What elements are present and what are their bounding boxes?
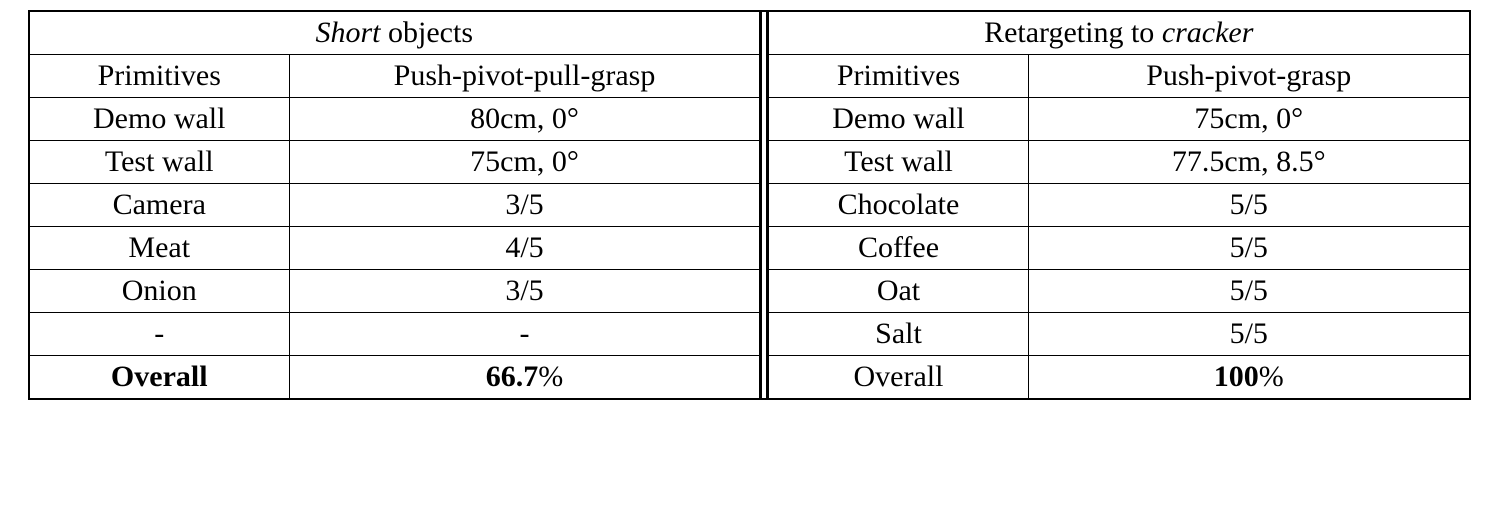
table-cell: Demo wall: [30, 98, 290, 141]
left-table: Short objects Primitives Push-pivot-pull…: [30, 12, 761, 398]
right-table: Retargeting to cracker Primitives Push-p…: [768, 12, 1469, 398]
table-cell: 5/5: [1029, 270, 1469, 313]
right-overall-pct: %: [1259, 360, 1284, 393]
right-overall-num: 100: [1214, 360, 1259, 393]
left-title: Short objects: [30, 12, 760, 55]
table-cell: -: [30, 313, 290, 356]
right-title: Retargeting to cracker: [769, 12, 1469, 55]
table-cell: Meat: [30, 227, 290, 270]
table-cell: Test wall: [769, 141, 1029, 184]
table-cell: 3/5: [290, 184, 760, 227]
table-cell: 80cm, 0°: [290, 98, 760, 141]
table-cell: 3/5: [290, 270, 760, 313]
left-col2-header: Push-pivot-pull-grasp: [290, 55, 760, 98]
left-overall-value: 66.7%: [290, 356, 760, 399]
table-cell: 4/5: [290, 227, 760, 270]
left-title-italic: Short: [316, 16, 381, 49]
table-cell: 77.5cm, 8.5°: [1029, 141, 1469, 184]
right-title-pre: Retargeting to: [984, 16, 1162, 49]
table-cell: Test wall: [30, 141, 290, 184]
left-overall-pct: %: [538, 360, 563, 393]
table-cell: Oat: [769, 270, 1029, 313]
right-col2-header: Push-pivot-grasp: [1029, 55, 1469, 98]
table-cell: Camera: [30, 184, 290, 227]
table-cell: 5/5: [1029, 227, 1469, 270]
table-cell: Salt: [769, 313, 1029, 356]
left-title-rest: objects: [381, 16, 473, 49]
table-cell: 5/5: [1029, 184, 1469, 227]
left-col1-header: Primitives: [30, 55, 290, 98]
table-cell: 75cm, 0°: [290, 141, 760, 184]
results-table: Short objects Primitives Push-pivot-pull…: [28, 10, 1471, 400]
left-overall-num: 66.7: [486, 360, 539, 393]
table-cell: Demo wall: [769, 98, 1029, 141]
right-overall-value: 100%: [1029, 356, 1469, 399]
right-overall-label: Overall: [769, 356, 1029, 399]
table-cell: -: [290, 313, 760, 356]
right-col1-header: Primitives: [769, 55, 1029, 98]
table-cell: Onion: [30, 270, 290, 313]
table-cell: Coffee: [769, 227, 1029, 270]
table-divider: [760, 12, 768, 398]
right-title-italic: cracker: [1162, 16, 1254, 49]
table-cell: 75cm, 0°: [1029, 98, 1469, 141]
table-cell: 5/5: [1029, 313, 1469, 356]
table-cell: Chocolate: [769, 184, 1029, 227]
left-overall-label: Overall: [30, 356, 290, 399]
